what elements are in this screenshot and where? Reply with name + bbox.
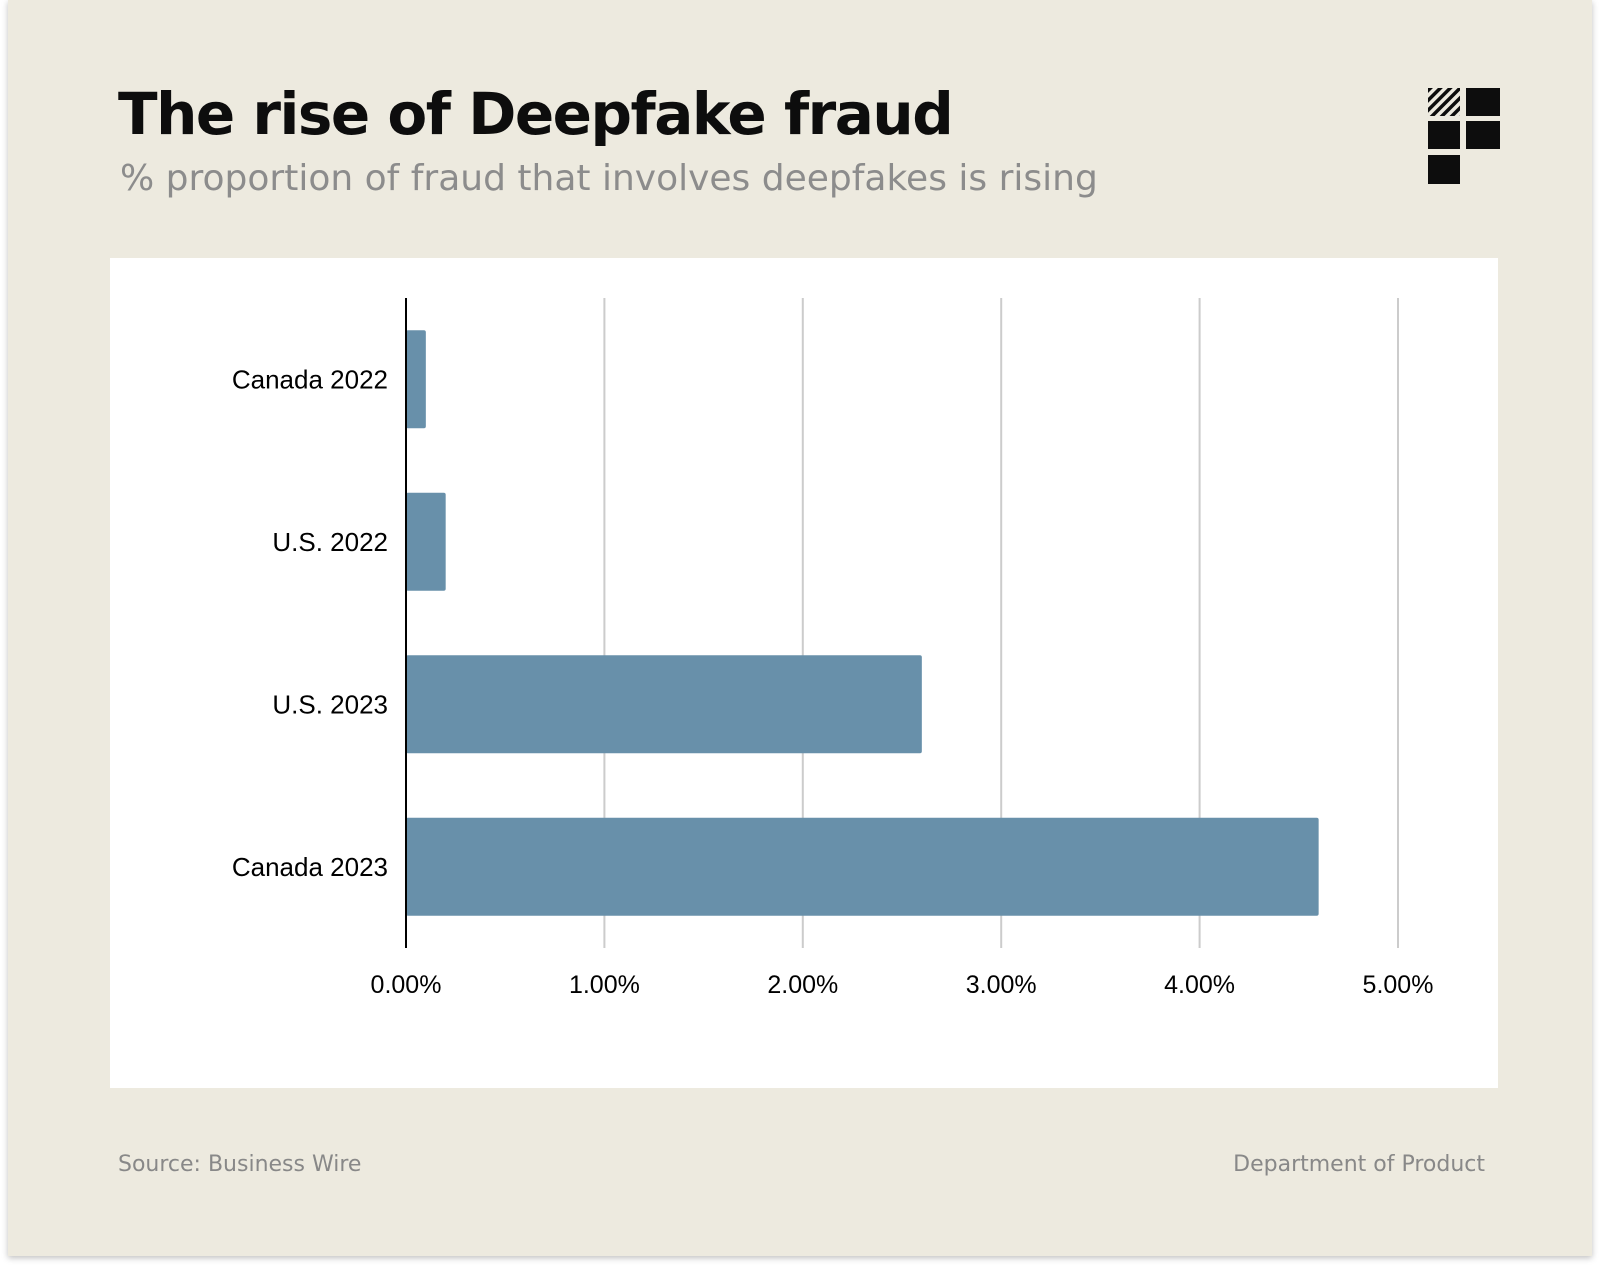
category-label: U.S. 2022 [272,527,388,557]
category-label: Canada 2023 [232,852,388,882]
bar-chart: Canada 2022 U.S. 2022 U.S. 2023 Canada 2023… [232,298,1434,999]
x-tick-label: 3.00% [966,971,1037,999]
brand-credit: Department of Product [1233,1152,1485,1177]
x-tick-label: 5.00% [1363,971,1434,999]
chart-subtitle: % proportion of fraud that involves deep… [120,158,1098,199]
category-label: U.S. 2023 [272,689,388,719]
x-tick-label: 0.00% [371,971,442,999]
department-of-product-logo-icon [1428,88,1500,184]
source-note: Source: Business Wire [118,1152,362,1177]
chart-title: The rise of Deepfake fraud [118,80,954,148]
bar [406,492,446,591]
x-tick-label: 4.00% [1164,971,1235,999]
chart-card: The rise of Deepfake fraud % proportion … [8,0,1592,1256]
bar [406,655,922,754]
bar [406,817,1319,916]
bar [406,330,426,429]
x-tick-label: 2.00% [767,971,838,999]
plot-area: Canada 2022 U.S. 2022 U.S. 2023 Canada 2023… [110,258,1498,1088]
x-tick-label: 1.00% [569,971,640,999]
category-label: Canada 2022 [232,364,388,394]
